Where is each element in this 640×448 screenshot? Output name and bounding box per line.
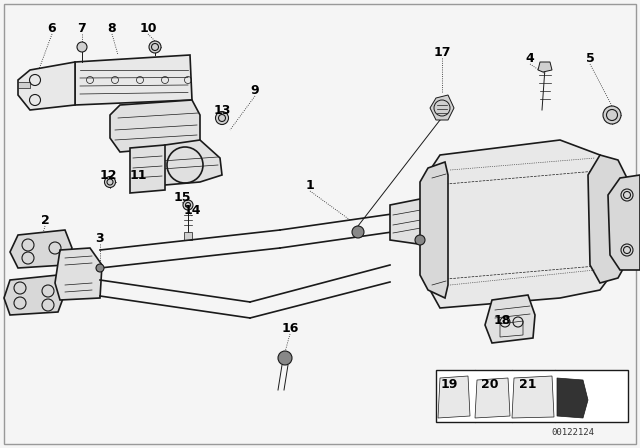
Text: 2: 2 xyxy=(40,214,49,227)
Circle shape xyxy=(603,106,621,124)
Polygon shape xyxy=(184,232,192,240)
Polygon shape xyxy=(588,155,630,283)
Text: 9: 9 xyxy=(251,83,259,96)
Text: 21: 21 xyxy=(519,378,537,391)
Bar xyxy=(436,370,628,422)
Text: 10: 10 xyxy=(140,22,157,34)
Text: 7: 7 xyxy=(77,22,86,34)
Polygon shape xyxy=(475,378,510,418)
Polygon shape xyxy=(55,248,102,300)
Polygon shape xyxy=(18,62,75,110)
Circle shape xyxy=(77,42,87,52)
Text: 4: 4 xyxy=(525,52,534,65)
Polygon shape xyxy=(538,62,552,72)
Polygon shape xyxy=(485,295,535,343)
Polygon shape xyxy=(512,376,554,418)
Polygon shape xyxy=(390,198,440,245)
Polygon shape xyxy=(130,145,165,193)
Circle shape xyxy=(104,177,115,188)
Text: 19: 19 xyxy=(440,378,458,391)
Text: 1: 1 xyxy=(306,178,314,191)
Polygon shape xyxy=(143,140,222,185)
Text: 8: 8 xyxy=(108,22,116,34)
Polygon shape xyxy=(18,82,30,88)
Polygon shape xyxy=(420,162,448,298)
Text: 11: 11 xyxy=(129,168,147,181)
Polygon shape xyxy=(425,140,618,308)
Circle shape xyxy=(149,41,161,53)
Text: 6: 6 xyxy=(48,22,56,34)
Text: 13: 13 xyxy=(213,103,230,116)
Circle shape xyxy=(183,200,193,210)
Circle shape xyxy=(415,235,425,245)
Circle shape xyxy=(216,112,228,125)
Text: 14: 14 xyxy=(183,203,201,216)
Text: 3: 3 xyxy=(96,232,104,245)
Text: 15: 15 xyxy=(173,190,191,203)
Polygon shape xyxy=(557,378,588,418)
Text: 16: 16 xyxy=(282,322,299,335)
Circle shape xyxy=(278,351,292,365)
Text: 12: 12 xyxy=(99,168,116,181)
Polygon shape xyxy=(75,55,192,105)
Circle shape xyxy=(352,226,364,238)
Polygon shape xyxy=(438,376,470,418)
Circle shape xyxy=(96,264,104,272)
Text: 18: 18 xyxy=(493,314,511,327)
Polygon shape xyxy=(430,95,454,120)
Polygon shape xyxy=(110,100,200,152)
Text: 20: 20 xyxy=(481,378,499,391)
Text: 00122124: 00122124 xyxy=(552,427,595,436)
Polygon shape xyxy=(10,230,72,268)
Polygon shape xyxy=(4,275,65,315)
Text: 5: 5 xyxy=(586,52,595,65)
Text: 17: 17 xyxy=(433,46,451,59)
Polygon shape xyxy=(608,175,640,270)
